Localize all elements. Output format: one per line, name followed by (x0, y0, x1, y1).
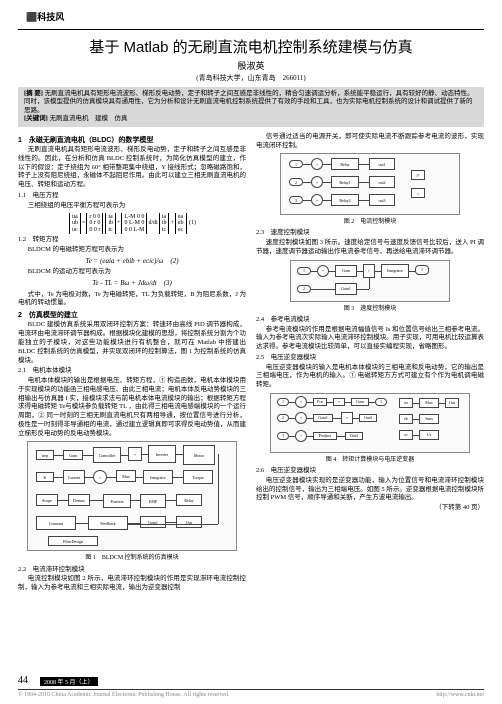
subsection-2-2: 2.2 电流滞环控制模块 (18, 566, 246, 575)
footer: © 1994-2010 China Academic Journal Elect… (18, 689, 484, 698)
abstract-text: 无刷直流电机具有矩形电流波形、梯形反电动势，定子和转子之间互感是非线性的，精合匀… (24, 90, 474, 114)
subsection-2-6: 2.6 电压逆变器模块 (256, 467, 484, 476)
para-11: 三相绕组的电压平衡方程可表示为 (18, 202, 246, 211)
journal-logo: ⬛科技风 (26, 10, 484, 23)
figure-3: 1 + Gain × Integrator 1 2 Gain1 (290, 260, 450, 302)
left-column: 1 永磁无刷直流电机（BLDC）的数学模型 无刷直流电机具有矩形电流波形、梯形反… (18, 133, 246, 594)
right-column: 信号通过适当的电源开关，即可使实际电流不断跟踪参考电流的波形，实现电流闭环控制。… (256, 133, 484, 594)
figure-4: 1 × Fcn + Gain 1 2 × Gain1 + Out2 ea Mux… (270, 393, 470, 453)
subsection-2-4: 2.4 参考电流模块 (256, 316, 484, 325)
subsection-2-5: 2.5 电压逆变器模块 (256, 354, 484, 363)
paper-title: 基于 Matlab 的无刷直流电机控制系统建模与仿真 (18, 36, 484, 57)
subsection-2-1: 2.1 电机本体模块 (18, 367, 246, 376)
subsection-1-2: 1.2 转矩方程 (18, 236, 246, 245)
author: 殷淑英 (18, 59, 484, 72)
figure-1-caption: 图 1 BLDCM 控制系统的仿真模块 (18, 554, 246, 562)
para-22: 电流控制模块如图 2 所示，电流滞环控制模块的作用是实现滞环电流控制控制，输入为… (18, 575, 246, 593)
subsection-2-3: 2.3 速度控制模块 (256, 229, 484, 238)
para-2a: BLDC 建模仿真系统采用双闭环控制方案：转速环由高线 PID 调节器构成，电流… (18, 321, 246, 365)
abstract-box: [摘 要] 无刷直流电机具有矩形电流波形、梯形反电动势，定子和转子之间互感是非线… (18, 87, 484, 127)
date-bar: 2008 年 5 月（上） (40, 677, 98, 686)
para-12a: BLDCM 的电磁转矩方程可表示为 (18, 246, 246, 255)
equation-2: Te = (eaia + ebib + ecic)/ω (2) (18, 257, 246, 266)
affiliation: (青岛科技大学，山东青岛 266011) (18, 73, 484, 83)
figure-1: step Gain Controller + Inverter Motor K … (27, 441, 237, 551)
para-26: 电压逆变器模块实现的是逆变器功能，输入为位置信号和电流滞环控制模块给出的控制信号… (256, 477, 484, 503)
para-12b: BLDCM 的运动方程可表示为 (18, 268, 246, 277)
section-2-heading: 2 仿真模型的建立 (18, 311, 246, 320)
equation-3: Te - TL = Bω + Jdω/dt (3) (18, 279, 246, 288)
para-24: 参考电流模块的作用是根据电流幅值信号 Is 和位置信号给出三相参考电流。输入为参… (256, 326, 484, 352)
para-21: 电机本体模块的输出是根据电压、转矩方程，① 构造函数，电机本体模块用于实现模块的… (18, 377, 246, 438)
matrix-equation: uaubuc = r 0 00 r 00 0 r iaibic + L-M 0 … (18, 213, 246, 235)
page-number: 44 (18, 675, 28, 686)
footer-left: © 1994-2010 China Academic Journal Elect… (18, 692, 230, 698)
para-1: 无刷直流电机具有矩形电流波形、梯形反电动势，定子和转子之间互感是非线性的。因此，… (18, 146, 246, 190)
abstract-label: [摘 要] (24, 90, 43, 97)
subsection-1-1: 1.1 电压方程 (18, 192, 246, 201)
figure-3-caption: 图 3 速度控制模块 (256, 305, 484, 313)
section-1-heading: 1 永磁无刷直流电机（BLDC）的数学模型 (18, 136, 246, 145)
figure-4-caption: 图 4 转矩计算模块与电压逆变器 (256, 456, 484, 464)
para-cont: 信号通过适当的电源开关，即可使实际电流不断跟踪参考电流的波形，实现电流闭环控制。 (256, 133, 484, 151)
footer-right: http://www.cnki.net (436, 692, 484, 698)
keywords-label: [关键词] (24, 115, 48, 122)
keywords-text: 无刷直流电机 建模 仿真 (49, 115, 127, 122)
para-23: 速度控制模块如图 3 所示。速度给定信号与速度反馈信号比较后，送入 PI 调节器… (256, 239, 484, 257)
page-turn: （下转第 40 页） (256, 504, 484, 513)
figure-2: 1 + Relay out1 2 + Relay1 out2 3 + Relay… (280, 153, 460, 215)
para-12c: 式中，Te 为电极对数，Te 为电磁转矩，TL 为负载转矩，B 为阻尼系数，J … (18, 291, 246, 309)
figure-2-caption: 图 2 电流控制模块 (256, 218, 484, 226)
para-25: 电压逆变器模块的输入是电机本体模块的三相电流和反电动势，它的输出是三相端电压，作… (256, 364, 484, 390)
